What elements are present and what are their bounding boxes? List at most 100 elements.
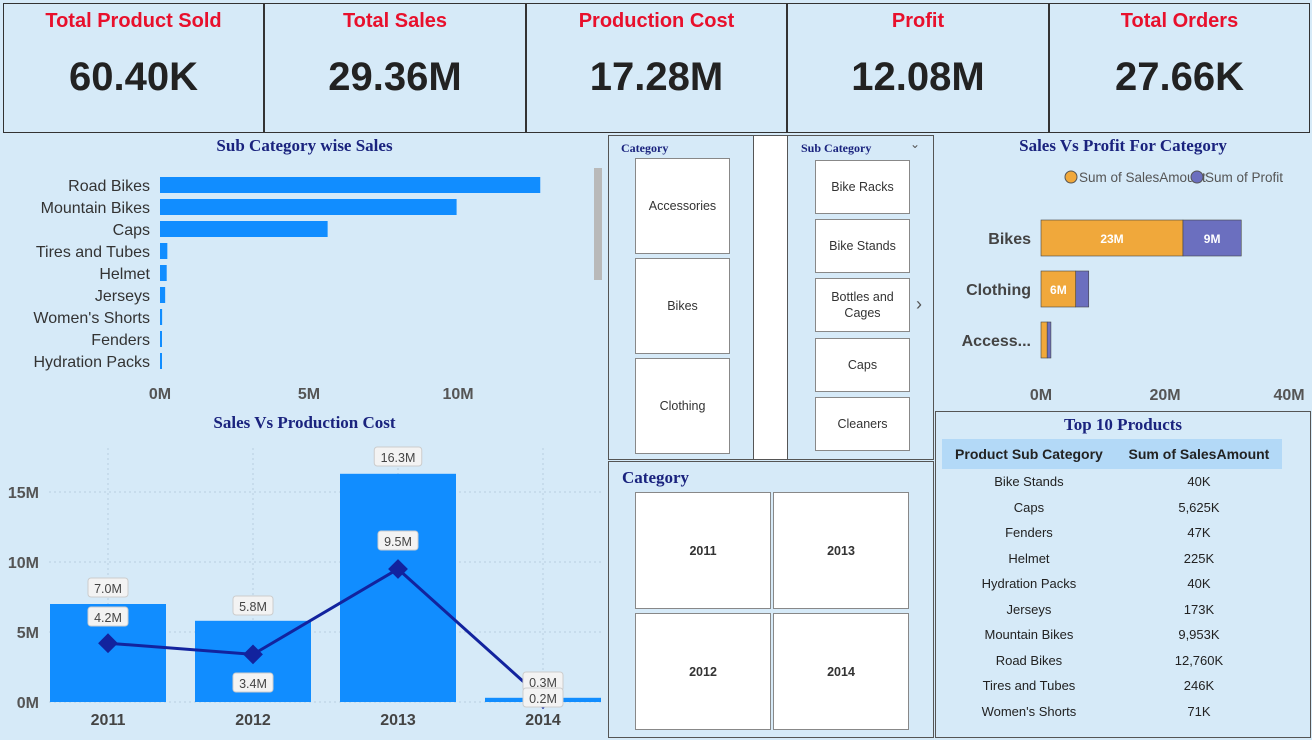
kpi-title: Total Product Sold [45, 10, 222, 32]
column-header[interactable]: Sum of SalesAmount [1115, 439, 1282, 469]
x-tick-label: 0M [149, 386, 171, 403]
bar-segment [1040, 270, 1077, 308]
data-label-box [232, 595, 274, 616]
slicer-item-2013[interactable]: 2013 [773, 492, 909, 609]
slicer-item-clothing[interactable]: Clothing [635, 358, 730, 454]
slicer-item-2012[interactable]: 2012 [635, 613, 771, 730]
x-tick-label: 20M [1149, 387, 1180, 404]
bar [160, 199, 457, 215]
data-label-box [232, 672, 274, 693]
slicer-item-2014[interactable]: 2014 [773, 613, 909, 730]
data-label: 0.2M [529, 692, 557, 706]
kpi-title: Production Cost [578, 10, 735, 32]
bar [160, 221, 328, 237]
sales-vs-production-chart: Sales Vs Production Cost 0M 5M 10M 15M 7.0M 5… [3, 408, 606, 738]
chevron-down-icon[interactable]: ⌄ [910, 137, 921, 151]
table-cell: 246K [1183, 678, 1215, 694]
table-row: Jerseys 173K [942, 597, 1282, 623]
column-header[interactable]: Product Sub Category [942, 439, 1116, 469]
data-label: 3.4M [239, 677, 267, 691]
data-label: 9M [1204, 232, 1221, 246]
kpi-title: Total Orders [1120, 10, 1239, 32]
data-label-box [87, 606, 129, 627]
data-label: 7.0M [94, 582, 122, 596]
data-label-box [87, 577, 129, 598]
data-label: 5.8M [239, 600, 267, 614]
category-label: Access... [962, 333, 1031, 350]
slicer-item-bike-racks[interactable]: Bike Racks [815, 160, 910, 214]
data-label-box [377, 530, 419, 551]
slicer-item-bottles-and-cages[interactable]: Bottles and Cages [815, 278, 910, 332]
kpi-card-total-orders: Total Orders 27.66K [1049, 3, 1310, 133]
data-label: 0.3M [529, 676, 557, 690]
x-tick-label: 0M [1030, 387, 1052, 404]
table-cell: 40K [1187, 474, 1211, 490]
table-cell: Hydration Packs [981, 576, 1077, 592]
data-label: 6M [1050, 283, 1067, 297]
table-row: Caps 5,625K [942, 495, 1282, 521]
chevron-right-icon[interactable]: › [916, 294, 922, 314]
chart-scrollbar[interactable] [594, 168, 602, 280]
table-cell: 71K [1187, 703, 1211, 719]
table-cell: 40K [1187, 576, 1211, 592]
line-marker [98, 633, 118, 654]
category-slicer: Category Accessories Bikes Clothing [608, 135, 754, 460]
kpi-card-production-cost: Production Cost 17.28M [526, 3, 787, 133]
kpi-title: Total Sales [342, 10, 448, 32]
top-products-table: Product Sub Category Sum of SalesAmount … [942, 439, 1282, 724]
kpi-value: 27.66K [1115, 55, 1244, 99]
legend-label: Sum of Profit [1205, 170, 1283, 185]
table-cell: 5,625K [1178, 499, 1220, 515]
bar-segment [1040, 321, 1048, 359]
subcategory-bar-svg: Road Bikes Mountain Bikes Caps Tires and Tu… [33, 177, 541, 403]
slicer-header: Category [621, 141, 669, 155]
slicer-item-bikes[interactable]: Bikes [635, 258, 730, 354]
chart-title: Sub Category wise Sales [216, 136, 393, 155]
x-tick-label: 2014 [525, 712, 561, 729]
table-row: Road Bikes 12,760K [942, 648, 1282, 674]
kpi-card-profit: Profit 12.08M [787, 3, 1049, 133]
bar [160, 353, 162, 369]
table-cell: 9,953K [1178, 627, 1220, 643]
bar [160, 309, 163, 325]
table-row: Fenders 47K [942, 520, 1282, 546]
subcategory-sales-chart: Sub Category wise Sales Road Bikes Mounta… [3, 134, 606, 408]
category-label: Hydration Packs [34, 354, 151, 371]
table-cell: 225K [1183, 550, 1215, 566]
slicer-item-cleaners[interactable]: Cleaners [815, 397, 910, 451]
table-cell: 173K [1183, 601, 1215, 617]
bar [160, 177, 541, 193]
bar-segment [1075, 270, 1090, 308]
slicer-item-caps[interactable]: Caps [815, 338, 910, 392]
kpi-value: 60.40K [69, 55, 198, 99]
bar-segment [1040, 219, 1184, 257]
category-label: Bikes [988, 231, 1031, 248]
legend-marker [1064, 170, 1078, 184]
category-label: Mountain Bikes [41, 200, 150, 217]
x-tick-label: 10M [442, 386, 473, 403]
slicer-gap [754, 135, 787, 460]
category-label: Helmet [99, 266, 150, 283]
table-cell: Women's Shorts [981, 703, 1077, 719]
slicer-item-2011[interactable]: 2011 [635, 492, 771, 609]
y-tick-label: 0M [17, 695, 39, 712]
kpi-value: 12.08M [851, 55, 985, 99]
x-tick-label: 2013 [380, 712, 416, 729]
slicer-item-accessories[interactable]: Accessories [635, 158, 730, 254]
data-label: 16.3M [381, 451, 416, 465]
table-row: Bike Stands 40K [942, 469, 1282, 495]
y-tick-label: 15M [8, 485, 39, 502]
bar-segment [1182, 219, 1242, 257]
table-header-row: Product Sub Category Sum of SalesAmount [942, 439, 1282, 469]
kpi-value: 29.36M [328, 55, 462, 99]
slicer-item-bike-stands[interactable]: Bike Stands [815, 219, 910, 273]
slicer-header: Category [622, 468, 690, 487]
category-label: Road Bikes [68, 178, 150, 195]
stacked-bar-svg: Sum of SalesAmount Sum of Profit Bikes 23M 9… [962, 170, 1305, 404]
kpi-card-total-product-sold: Total Product Sold 60.40K [3, 3, 264, 133]
bar [160, 265, 167, 281]
table-cell: Jerseys [1006, 601, 1052, 617]
legend-marker [1190, 170, 1204, 184]
table-cell: Tires and Tubes [982, 678, 1076, 694]
table-cell: Mountain Bikes [984, 627, 1074, 643]
